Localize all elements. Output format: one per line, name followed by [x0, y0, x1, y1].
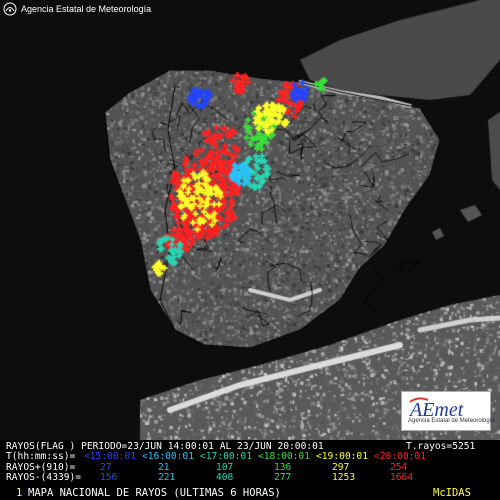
- legend-positive-count: 27: [100, 462, 112, 473]
- legend-time-bin: <18:00:01: [258, 451, 310, 462]
- legend-positive-count: 136: [274, 462, 292, 473]
- legend-negative-count: 1253: [332, 472, 356, 483]
- footer-system: McIDAS: [433, 487, 471, 499]
- lightning-legend: RAYOS(FLAG ) PERIODO=23/JUN 14:00:01 AL …: [0, 440, 500, 500]
- header: Agencia Estatal de Meteorología: [3, 2, 151, 16]
- legend-time-label: T(hh:mm:ss)=: [6, 451, 76, 462]
- aemet-emblem-icon: [3, 2, 17, 16]
- legend-negative-count: 156: [100, 472, 118, 483]
- legend-negative-count: 1664: [390, 472, 414, 483]
- legend-time-bin: <16:00:01: [142, 451, 194, 462]
- legend-positive-label: RAYOS+(910)=: [6, 462, 76, 473]
- aemet-logo: AEmet Agencia Estatal de Meteorología: [401, 391, 495, 431]
- legend-period-row: RAYOS(FLAG ) PERIODO=23/JUN 14:00:01 AL …: [6, 442, 494, 452]
- legend-total-strikes: T.rayos=5251: [406, 441, 476, 452]
- legend-time-bin: <17:00:01: [200, 451, 252, 462]
- legend-time-bin: <15:00:01: [84, 451, 136, 462]
- logo-subtitle: Agencia Estatal de Meteorología: [408, 418, 495, 424]
- legend-period: RAYOS(FLAG ) PERIODO=23/JUN 14:00:01 AL …: [6, 441, 324, 452]
- legend-positive-count: 107: [216, 462, 234, 473]
- legend-positive-count: 254: [390, 462, 408, 473]
- legend-positive-row: RAYOS+(910)= 27 21 107 136 297 254: [6, 463, 494, 473]
- legend-positive-count: 21: [158, 462, 170, 473]
- legend-negative-count: 277: [274, 472, 292, 483]
- logo-brand: AEmet: [408, 399, 464, 421]
- footer-page-number: 1: [16, 487, 23, 499]
- legend-positive-count: 297: [332, 462, 350, 473]
- footer-title: MAPA NACIONAL DE RAYOS (ULTIMAS 6 HORAS): [28, 487, 281, 499]
- legend-negative-row: RAYOS-(4339)= 156 221 408 277 1253 1664: [6, 473, 494, 483]
- satellite-terrain-map: [0, 0, 500, 440]
- footer-bar: 1 MAPA NACIONAL DE RAYOS (ULTIMAS 6 HORA…: [0, 487, 500, 500]
- legend-negative-count: 408: [216, 472, 234, 483]
- legend-time-bin: <20:00:01: [374, 451, 426, 462]
- aemet-logo-icon: AEmet: [408, 397, 464, 421]
- legend-negative-label: RAYOS-(4339)=: [6, 472, 82, 483]
- legend-negative-count: 221: [158, 472, 176, 483]
- header-organization: Agencia Estatal de Meteorología: [21, 4, 152, 14]
- legend-time-bin: <19:00:01: [316, 451, 368, 462]
- legend-time-row: T(hh:mm:ss)= <15:00:01 <16:00:01 <17:00:01…: [6, 452, 494, 462]
